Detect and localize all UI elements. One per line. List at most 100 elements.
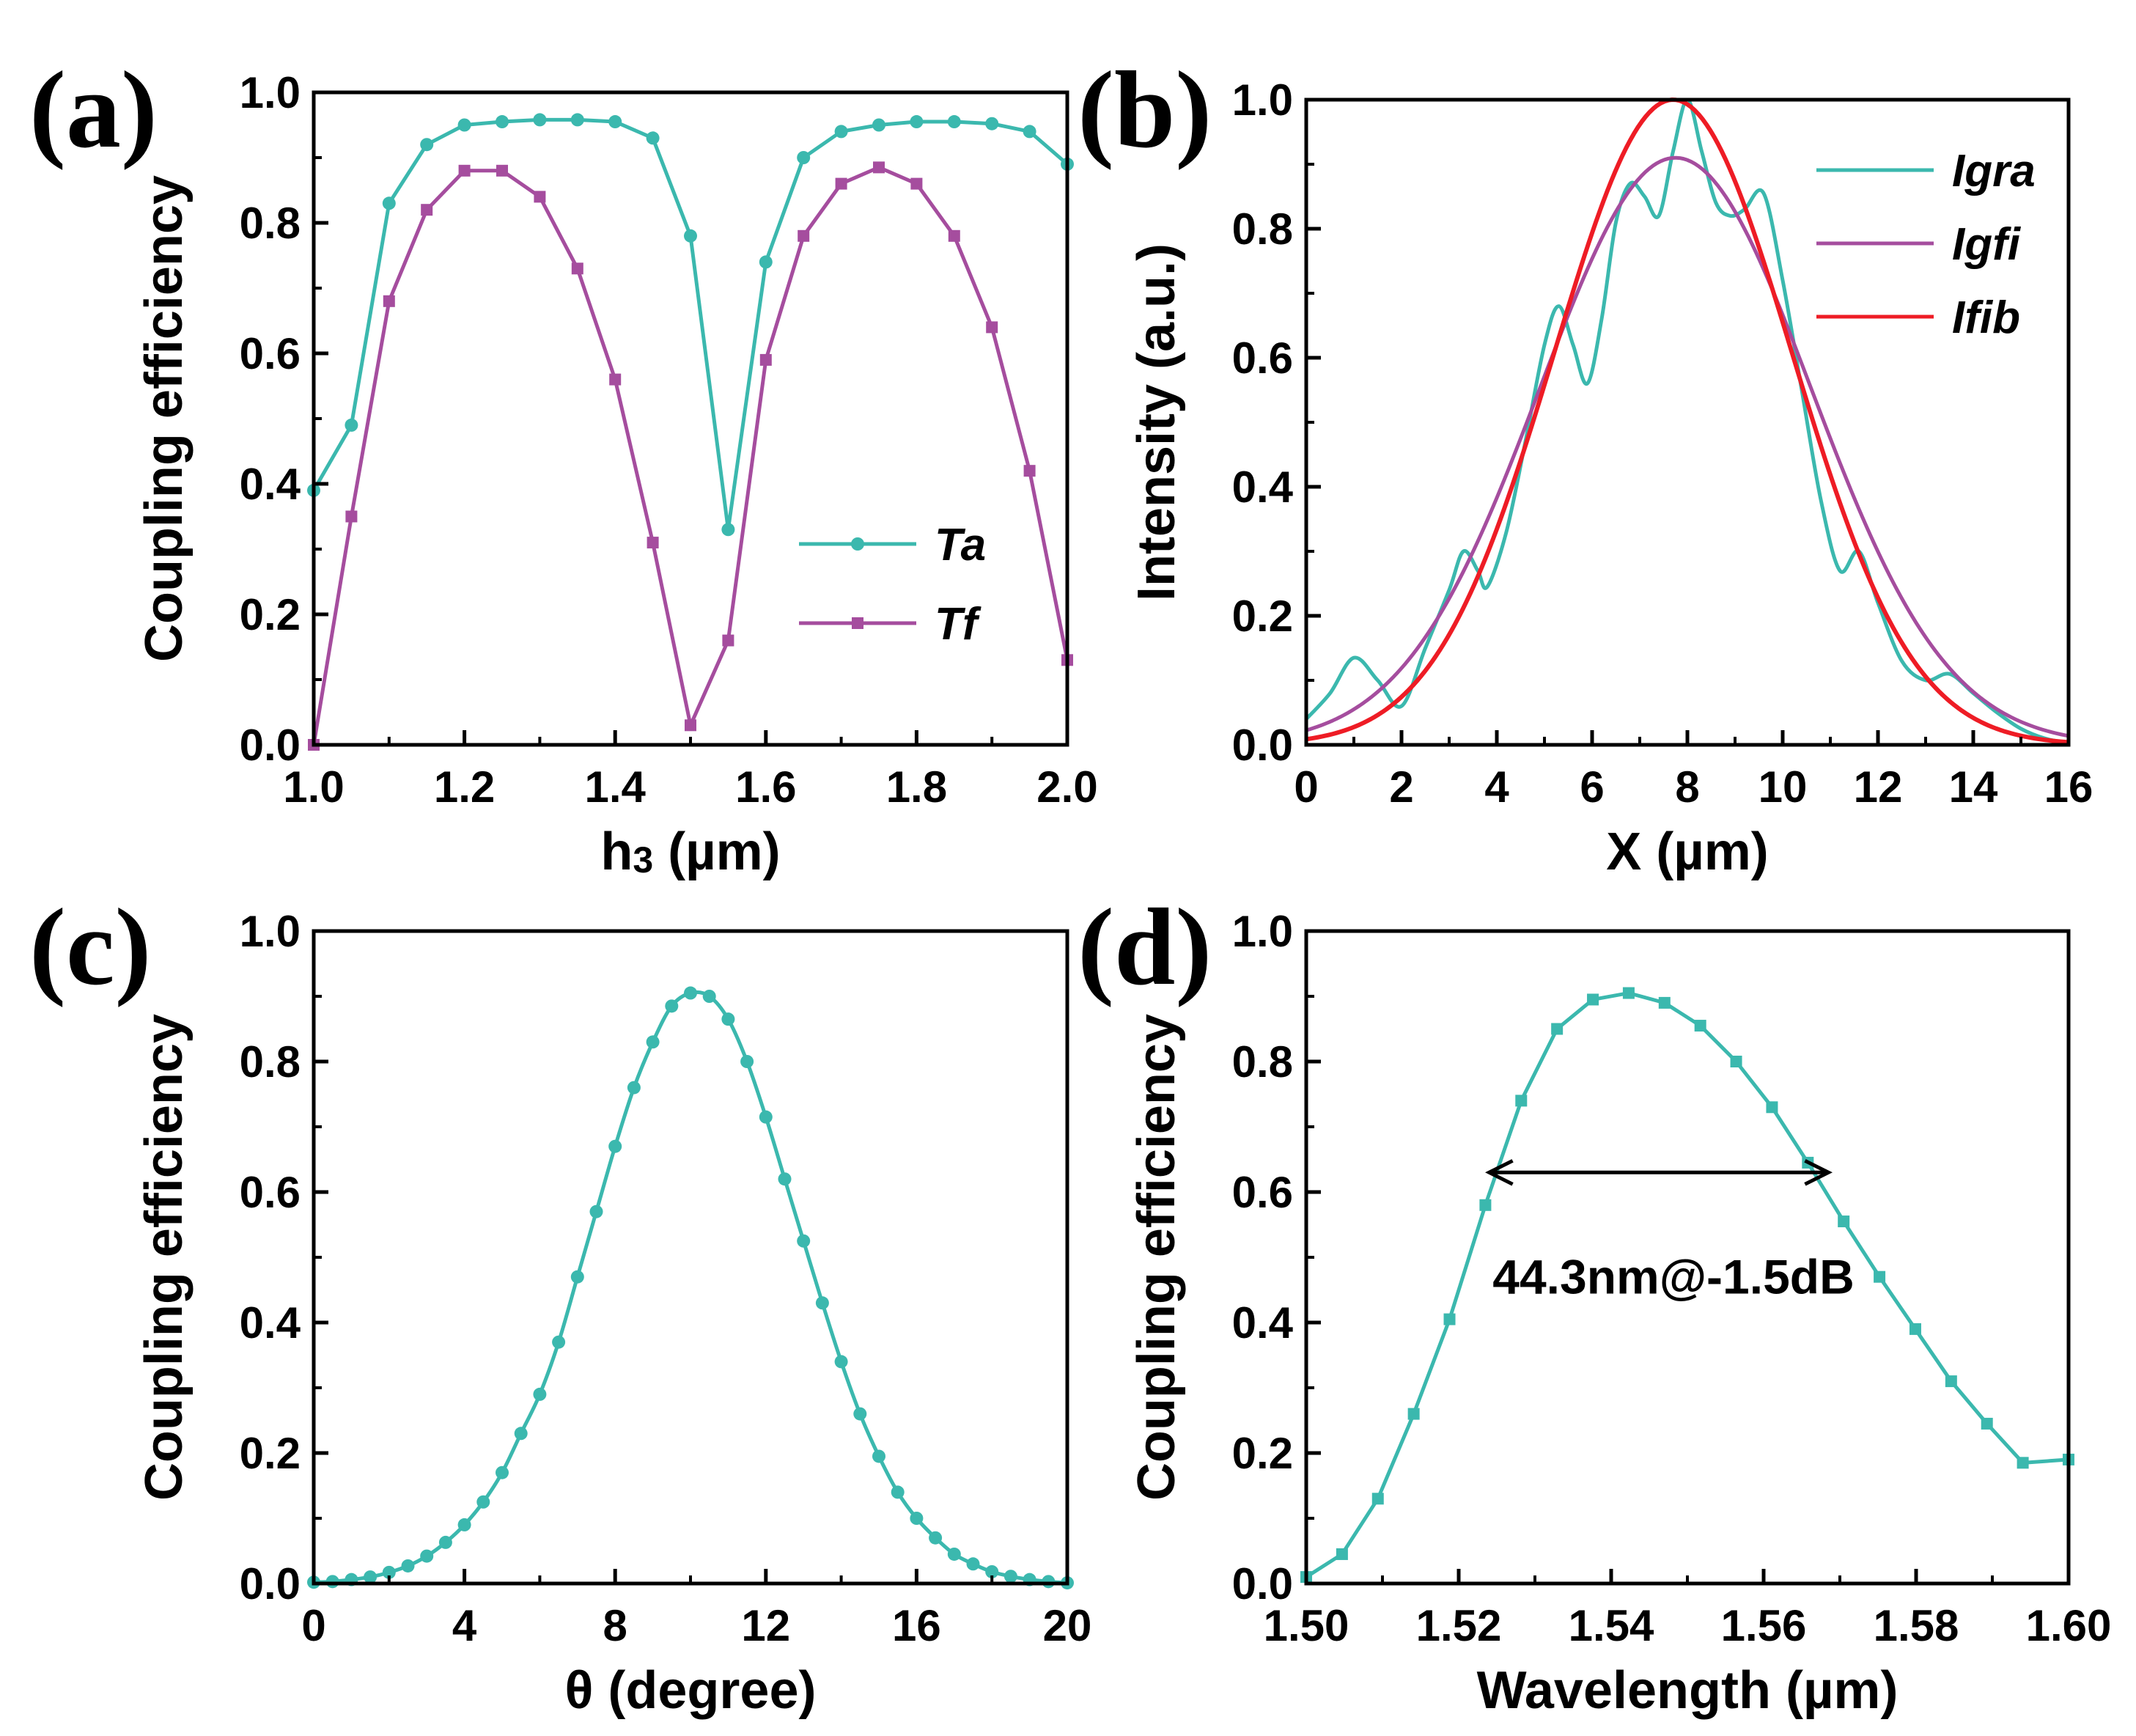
annotation-arrowhead-left bbox=[1485, 1159, 1514, 1186]
data-point-Ta bbox=[684, 229, 697, 243]
data-point-coupling-vs-angle bbox=[778, 1172, 792, 1186]
series-line-Tf bbox=[312, 165, 1069, 746]
data-point-Tf bbox=[458, 164, 471, 177]
data-point-Tf bbox=[986, 321, 998, 334]
series-group bbox=[307, 986, 1074, 1590]
legend-label-Igra: Igra bbox=[1952, 146, 2036, 196]
data-point-coupling-vs-angle bbox=[325, 1575, 339, 1589]
y-tick-label: 0.8 bbox=[240, 1037, 301, 1086]
data-point-coupling-vs-angle bbox=[740, 1055, 754, 1068]
series-line-Igra bbox=[1305, 98, 2069, 745]
x-axis-label: θ (degree) bbox=[565, 1661, 817, 1720]
panel-d: (d) 1.50 1.52 1.54 1.56 1.58 1.60 0.0 0.2 0.4 0.6 0… bbox=[1078, 886, 2111, 1720]
data-point-coupling-vs-angle bbox=[985, 1564, 999, 1578]
y-tick-label: 0.4 bbox=[240, 1298, 301, 1347]
y-tick-label: 0.0 bbox=[1232, 721, 1293, 770]
data-point-coupling-vs-angle bbox=[797, 1234, 811, 1248]
x-axis-label: X (µm) bbox=[1606, 823, 1768, 881]
x-tick-label: 12 bbox=[1854, 762, 1903, 812]
data-point-coupling-vs-angle bbox=[853, 1407, 867, 1421]
x-axis-label-unit: (µm) bbox=[653, 823, 780, 881]
data-point-coupling-vs-wavelength bbox=[1407, 1408, 1420, 1420]
y-tick-label: 0.8 bbox=[240, 199, 301, 248]
x-tick-label: 8 bbox=[603, 1601, 627, 1650]
data-point-coupling-vs-angle bbox=[420, 1549, 434, 1563]
x-tick-label: 1.60 bbox=[2026, 1601, 2112, 1650]
data-point-Ta bbox=[834, 125, 848, 139]
data-point-coupling-vs-angle bbox=[364, 1570, 378, 1584]
y-tick-label: 0.0 bbox=[240, 721, 301, 770]
data-point-coupling-vs-angle bbox=[589, 1204, 603, 1218]
y-tick-label: 1.0 bbox=[1232, 76, 1293, 125]
x-tick-label: 2 bbox=[1389, 762, 1413, 812]
x-tick-label: 12 bbox=[741, 1601, 790, 1650]
data-point-coupling-vs-angle bbox=[702, 990, 716, 1003]
data-point-coupling-vs-angle bbox=[1042, 1575, 1056, 1589]
y-tick-label: 0.8 bbox=[1232, 1037, 1293, 1086]
data-point-coupling-vs-angle bbox=[533, 1387, 547, 1401]
data-point-coupling-vs-angle bbox=[646, 1035, 660, 1049]
legend-marker-Ta bbox=[851, 537, 864, 551]
series-line-coupling-vs-angle bbox=[313, 990, 1068, 1585]
data-point-Ta bbox=[570, 113, 584, 127]
data-point-Ta bbox=[382, 196, 396, 210]
data-point-Tf bbox=[948, 229, 960, 242]
y-axis-label: Coupling efficiency bbox=[1127, 1014, 1186, 1501]
x-tick-label: 16 bbox=[2044, 762, 2093, 812]
x-tick-label: 4 bbox=[1484, 762, 1509, 812]
data-point-coupling-vs-angle bbox=[514, 1427, 528, 1441]
data-point-Ta bbox=[457, 118, 471, 132]
data-point-Tf bbox=[571, 262, 583, 275]
y-tick-label: 0.0 bbox=[240, 1559, 301, 1608]
data-point-coupling-vs-angle bbox=[759, 1110, 773, 1124]
x-tick-label: 6 bbox=[1580, 762, 1604, 812]
data-point-coupling-vs-wavelength bbox=[1371, 1493, 1384, 1505]
data-point-Tf bbox=[910, 177, 923, 190]
x-tick-label: 0 bbox=[301, 1601, 325, 1650]
data-point-coupling-vs-wavelength bbox=[1479, 1199, 1492, 1211]
data-point-Tf bbox=[647, 537, 659, 549]
data-point-coupling-vs-wavelength bbox=[1945, 1375, 1957, 1388]
y-tick-label: 0.2 bbox=[240, 1429, 301, 1478]
x-tick-label: 1.58 bbox=[1874, 1601, 1959, 1650]
y-tick-label: 0.6 bbox=[240, 329, 301, 378]
data-point-coupling-vs-wavelength bbox=[1874, 1270, 1886, 1283]
x-axis-label-subscript: 3 bbox=[633, 839, 653, 880]
data-point-coupling-vs-angle bbox=[476, 1495, 490, 1509]
data-point-coupling-vs-angle bbox=[1003, 1570, 1017, 1584]
x-tick-label: 1.50 bbox=[1264, 1601, 1349, 1650]
data-point-Ta bbox=[646, 131, 660, 145]
y-tick-label: 0.4 bbox=[1232, 1298, 1294, 1347]
data-point-Ta bbox=[345, 418, 358, 432]
y-axis-label: Coupling efficiency bbox=[135, 175, 194, 662]
y-tick-label: 0.6 bbox=[1232, 1168, 1293, 1217]
data-point-Ta bbox=[1023, 125, 1036, 139]
data-point-Tf bbox=[759, 353, 772, 366]
data-point-coupling-vs-wavelength bbox=[2017, 1457, 2029, 1469]
x-tick-label: 20 bbox=[1043, 1601, 1092, 1650]
x-tick-label: 10 bbox=[1758, 762, 1808, 812]
y-axis-label: Intensity (a.u.) bbox=[1127, 243, 1186, 601]
y-axis-label: Coupling efficiency bbox=[135, 1014, 194, 1501]
data-point-coupling-vs-wavelength bbox=[1551, 1023, 1564, 1035]
data-point-coupling-vs-wavelength bbox=[1443, 1313, 1456, 1325]
legend-label-Tf: Tf bbox=[935, 599, 982, 650]
data-point-Ta bbox=[420, 138, 434, 152]
data-point-coupling-vs-angle bbox=[684, 986, 697, 1000]
series-group bbox=[307, 113, 1074, 751]
x-axis-label: h3 (µm) bbox=[600, 823, 780, 881]
data-point-coupling-vs-angle bbox=[496, 1465, 509, 1479]
data-point-coupling-vs-wavelength bbox=[1336, 1548, 1348, 1560]
data-point-coupling-vs-angle bbox=[665, 999, 679, 1013]
data-point-Ta bbox=[872, 118, 885, 132]
x-tick-label: 1.56 bbox=[1721, 1601, 1807, 1650]
data-point-coupling-vs-wavelength bbox=[1730, 1056, 1742, 1067]
data-point-Tf bbox=[1023, 465, 1036, 477]
data-point-coupling-vs-angle bbox=[401, 1559, 415, 1573]
data-point-coupling-vs-angle bbox=[457, 1518, 471, 1531]
y-tick-label: 0.8 bbox=[1232, 205, 1293, 254]
x-tick-label: 0 bbox=[1294, 762, 1318, 812]
series-line-coupling-vs-wavelength bbox=[1305, 991, 2069, 1579]
y-tick-label: 0.4 bbox=[1232, 463, 1294, 512]
